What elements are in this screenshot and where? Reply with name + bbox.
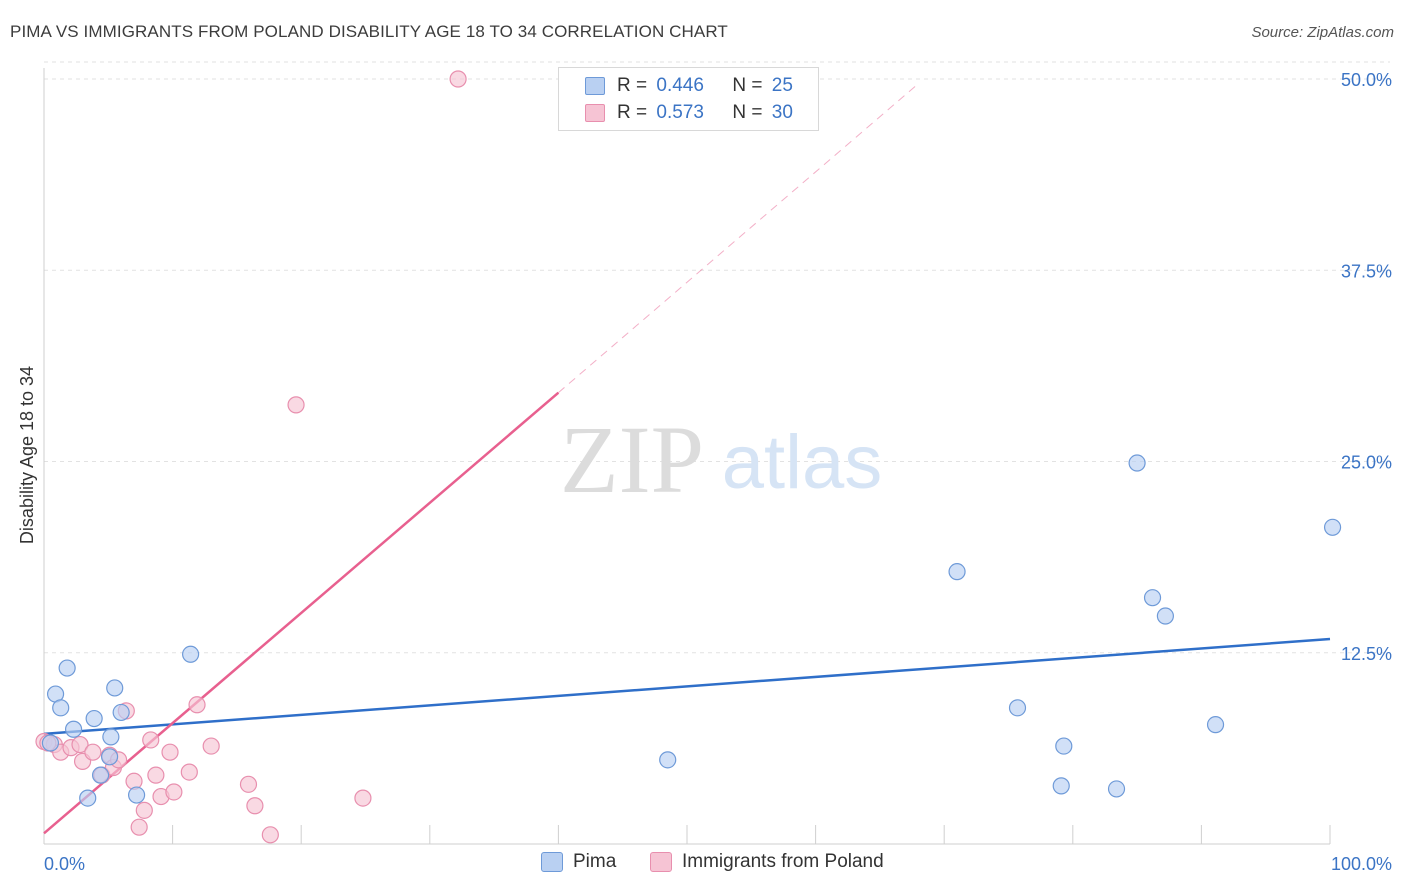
pima-point bbox=[1052, 777, 1070, 795]
legend-row-pima: R = 0.446 N = 25 bbox=[585, 73, 793, 99]
legend-r-label: R = bbox=[617, 75, 648, 96]
legend-swatch-pima bbox=[585, 77, 605, 95]
poland-point bbox=[287, 396, 305, 414]
poland-point bbox=[165, 783, 183, 801]
grid-lines bbox=[44, 61, 1390, 654]
legend-n-value: 25 bbox=[771, 75, 793, 96]
pima-point bbox=[1143, 589, 1162, 607]
axes bbox=[43, 68, 1331, 845]
y-tick-label: 37.5% bbox=[1341, 261, 1392, 281]
pima-trend-line bbox=[43, 637, 1331, 736]
poland-point bbox=[180, 763, 198, 781]
poland-point bbox=[188, 696, 206, 714]
pima-point bbox=[127, 786, 146, 804]
legend-n-label: N = bbox=[732, 75, 763, 96]
series-label-pima: Pima bbox=[573, 851, 617, 872]
pima-point bbox=[112, 703, 130, 722]
poland-point bbox=[239, 775, 258, 793]
y-tick-label: 12.5% bbox=[1341, 644, 1392, 664]
series-swatch-poland bbox=[650, 852, 672, 872]
legend-r-value: 0.573 bbox=[656, 102, 704, 123]
poland-point bbox=[246, 797, 264, 815]
pima-point bbox=[64, 720, 83, 738]
series-swatch-pima bbox=[541, 852, 563, 872]
poland-point bbox=[261, 826, 279, 844]
pima-point bbox=[1156, 607, 1174, 625]
pima-point bbox=[1055, 737, 1073, 755]
pima-point bbox=[106, 679, 124, 697]
x-tick-label: 100.0% bbox=[1331, 854, 1392, 874]
legend-row-poland: R = 0.573 N = 30 bbox=[585, 100, 793, 126]
poland-trend-extension bbox=[558, 83, 919, 394]
pima-point bbox=[1008, 699, 1027, 717]
pima-point bbox=[1128, 454, 1146, 472]
poland-point bbox=[147, 766, 165, 784]
pima-point bbox=[1323, 518, 1342, 536]
poland-point bbox=[142, 731, 160, 749]
poland-point bbox=[354, 789, 372, 807]
pima-point bbox=[41, 734, 60, 752]
pima-point bbox=[85, 709, 103, 728]
y-axis-label: Disability Age 18 to 34 bbox=[17, 366, 37, 544]
poland-point bbox=[202, 737, 220, 755]
pima-point bbox=[100, 748, 119, 766]
legend-r-label: R = bbox=[617, 102, 648, 123]
y-tick-label: 25.0% bbox=[1341, 453, 1392, 473]
chart-title: PIMA VS IMMIGRANTS FROM POLAND DISABILIT… bbox=[10, 22, 728, 41]
y-tick-label: 50.0% bbox=[1341, 70, 1392, 90]
series-legend: Pima Immigrants from Poland bbox=[0, 851, 1406, 879]
pima-point bbox=[91, 766, 110, 784]
pima-point bbox=[1107, 780, 1126, 798]
correlation-legend: R = 0.446 N = 25 R = 0.573 N = 30 bbox=[558, 67, 819, 131]
pima-point bbox=[52, 699, 70, 717]
watermark-zip: ZIP bbox=[560, 406, 704, 513]
tick-labels: 12.5% 25.0% 37.5% 50.0% 0.0% 100.0% bbox=[44, 70, 1392, 874]
series-label-poland: Immigrants from Poland bbox=[682, 851, 884, 872]
trend-lines bbox=[43, 83, 1331, 835]
pima-point bbox=[79, 789, 97, 807]
series-legend-pima: Pima bbox=[541, 851, 616, 873]
pima-point bbox=[182, 645, 200, 663]
x-tick-label: 0.0% bbox=[44, 854, 85, 874]
poland-point bbox=[84, 743, 102, 761]
poland-point bbox=[130, 818, 148, 836]
poland-point bbox=[161, 743, 179, 761]
poland-trend-line bbox=[43, 391, 560, 835]
legend-n-value: 30 bbox=[771, 102, 793, 123]
poland-point bbox=[449, 70, 467, 88]
chart-source: Source: ZipAtlas.com bbox=[1251, 24, 1394, 41]
pima-point bbox=[1206, 716, 1225, 734]
poland-point bbox=[71, 735, 89, 754]
pima-point bbox=[948, 563, 966, 581]
pima-point bbox=[659, 751, 677, 769]
pima-point bbox=[58, 659, 76, 677]
series-legend-poland: Immigrants from Poland bbox=[650, 851, 884, 873]
legend-swatch-poland bbox=[585, 104, 605, 122]
data-points bbox=[35, 70, 1342, 844]
pima-point bbox=[102, 728, 120, 746]
legend-r-value: 0.446 bbox=[656, 75, 704, 96]
legend-n-label: N = bbox=[732, 102, 763, 123]
poland-point bbox=[135, 801, 153, 819]
watermark-atlas: atlas bbox=[722, 420, 883, 505]
